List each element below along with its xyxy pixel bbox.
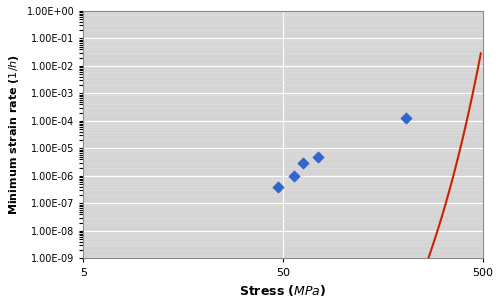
Point — [314, 154, 322, 159]
Point — [402, 115, 410, 120]
Point — [299, 160, 307, 165]
Point — [274, 185, 281, 189]
X-axis label: Stress ($\mathit{MPa}$): Stress ($\mathit{MPa}$) — [240, 283, 326, 298]
Y-axis label: Minimum strain rate ($\mathit{1/h}$): Minimum strain rate ($\mathit{1/h}$) — [7, 54, 21, 215]
Point — [290, 174, 298, 178]
